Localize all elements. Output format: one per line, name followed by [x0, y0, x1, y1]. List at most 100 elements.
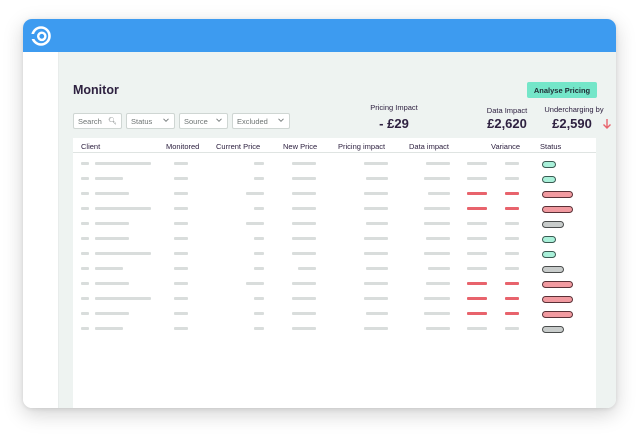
monitored-placeholder	[174, 312, 188, 315]
pricing-impact-placeholder	[364, 162, 388, 165]
new-price-placeholder	[298, 267, 316, 270]
variance-bar	[467, 207, 487, 210]
client-name-placeholder	[95, 177, 123, 180]
monitored-placeholder	[174, 297, 188, 300]
analyse-pricing-button[interactable]: Analyse Pricing	[527, 82, 597, 98]
client-name-placeholder	[95, 237, 129, 240]
status-filter-label: Status	[131, 116, 153, 126]
monitored-placeholder	[174, 252, 188, 255]
pricing-impact-placeholder	[364, 192, 388, 195]
pricing-impact-placeholder	[364, 237, 388, 240]
variance-value-placeholder	[505, 327, 519, 330]
table-row[interactable]	[73, 247, 596, 262]
status-badge	[542, 191, 573, 198]
status-badge	[542, 296, 573, 303]
client-name-placeholder	[95, 297, 151, 300]
status-badge	[542, 281, 573, 288]
data-impact-label: Data Impact	[486, 106, 528, 115]
table-row[interactable]	[73, 202, 596, 217]
table-row[interactable]	[73, 292, 596, 307]
search-input[interactable]: Search 🔍︎	[73, 113, 122, 129]
status-badge	[542, 161, 556, 168]
app-window: Monitor Analyse Pricing Search 🔍︎ Status…	[23, 19, 616, 408]
excluded-filter[interactable]: Excluded	[232, 113, 290, 129]
pricing-impact-placeholder	[364, 282, 388, 285]
new-price-placeholder	[292, 327, 316, 330]
column-header-new-price[interactable]: New Price	[283, 142, 318, 151]
variance-bar	[467, 312, 487, 315]
pricing-impact-placeholder	[364, 252, 388, 255]
new-price-placeholder	[292, 297, 316, 300]
source-filter[interactable]: Source	[179, 113, 228, 129]
client-name-placeholder	[95, 252, 151, 255]
pricing-impact-placeholder	[366, 177, 388, 180]
column-header-client[interactable]: Client	[81, 142, 101, 151]
table-row[interactable]	[73, 307, 596, 322]
pricing-impact-label: Pricing Impact	[370, 103, 418, 112]
table-row[interactable]	[73, 262, 596, 277]
monitored-placeholder	[174, 222, 188, 225]
new-price-placeholder	[292, 192, 316, 195]
data-impact-placeholder	[424, 222, 450, 225]
data-impact-placeholder	[426, 237, 450, 240]
current-price-placeholder	[254, 207, 264, 210]
column-header-data-impact[interactable]: Data impact	[409, 142, 450, 151]
variance-value-placeholder	[505, 282, 519, 285]
data-impact-placeholder	[424, 297, 450, 300]
table-row[interactable]	[73, 277, 596, 292]
undercharging-value: £2,590	[552, 116, 592, 131]
new-price-placeholder	[292, 252, 316, 255]
page-title: Monitor	[73, 83, 119, 97]
table-row[interactable]	[73, 187, 596, 202]
variance-value-placeholder	[505, 267, 519, 270]
status-badge	[542, 176, 556, 183]
table-row[interactable]	[73, 172, 596, 187]
pricing-impact-placeholder	[366, 222, 388, 225]
table-row[interactable]	[73, 322, 596, 337]
variance-bar	[467, 252, 487, 255]
status-badge	[542, 326, 564, 333]
status-badge	[542, 236, 556, 243]
data-impact-placeholder	[426, 282, 450, 285]
current-price-placeholder	[246, 192, 264, 195]
data-impact-placeholder	[424, 252, 450, 255]
monitored-placeholder	[174, 207, 188, 210]
monitored-placeholder	[174, 192, 188, 195]
data-impact-placeholder	[424, 312, 450, 315]
table-row[interactable]	[73, 157, 596, 172]
brand-logo-icon[interactable]	[31, 26, 51, 46]
table-row[interactable]	[73, 217, 596, 232]
variance-value-placeholder	[505, 192, 519, 195]
monitored-placeholder	[174, 267, 188, 270]
client-name-placeholder	[95, 267, 123, 270]
table-row[interactable]	[73, 232, 596, 247]
new-price-placeholder	[292, 237, 316, 240]
column-header-status[interactable]: Status	[540, 142, 562, 151]
variance-bar	[467, 297, 487, 300]
header-divider	[73, 152, 596, 153]
client-name-placeholder	[95, 312, 129, 315]
status-filter[interactable]: Status	[126, 113, 175, 129]
variance-value-placeholder	[505, 162, 519, 165]
current-price-placeholder	[254, 177, 264, 180]
chevron-down-icon	[216, 118, 222, 123]
pricing-impact-value: - £29	[379, 116, 409, 131]
pricing-impact-placeholder	[366, 267, 388, 270]
variance-value-placeholder	[505, 177, 519, 180]
current-price-placeholder	[254, 327, 264, 330]
current-price-placeholder	[254, 267, 264, 270]
column-header-variance[interactable]: Variance	[491, 142, 521, 151]
column-header-current-price[interactable]: Current Price	[216, 142, 261, 151]
client-name-placeholder	[95, 162, 151, 165]
variance-bar	[467, 162, 487, 165]
column-header-monitored[interactable]: Monitored	[166, 142, 200, 151]
monitor-table: Client Monitored Current Price New Price…	[73, 138, 596, 408]
new-price-placeholder	[292, 162, 316, 165]
client-avatar-placeholder	[81, 267, 89, 270]
column-header-pricing-impact[interactable]: Pricing impact	[338, 142, 386, 151]
client-avatar-placeholder	[81, 312, 89, 315]
variance-value-placeholder	[505, 252, 519, 255]
data-impact-placeholder	[428, 267, 450, 270]
variance-bar	[467, 237, 487, 240]
variance-value-placeholder	[505, 312, 519, 315]
